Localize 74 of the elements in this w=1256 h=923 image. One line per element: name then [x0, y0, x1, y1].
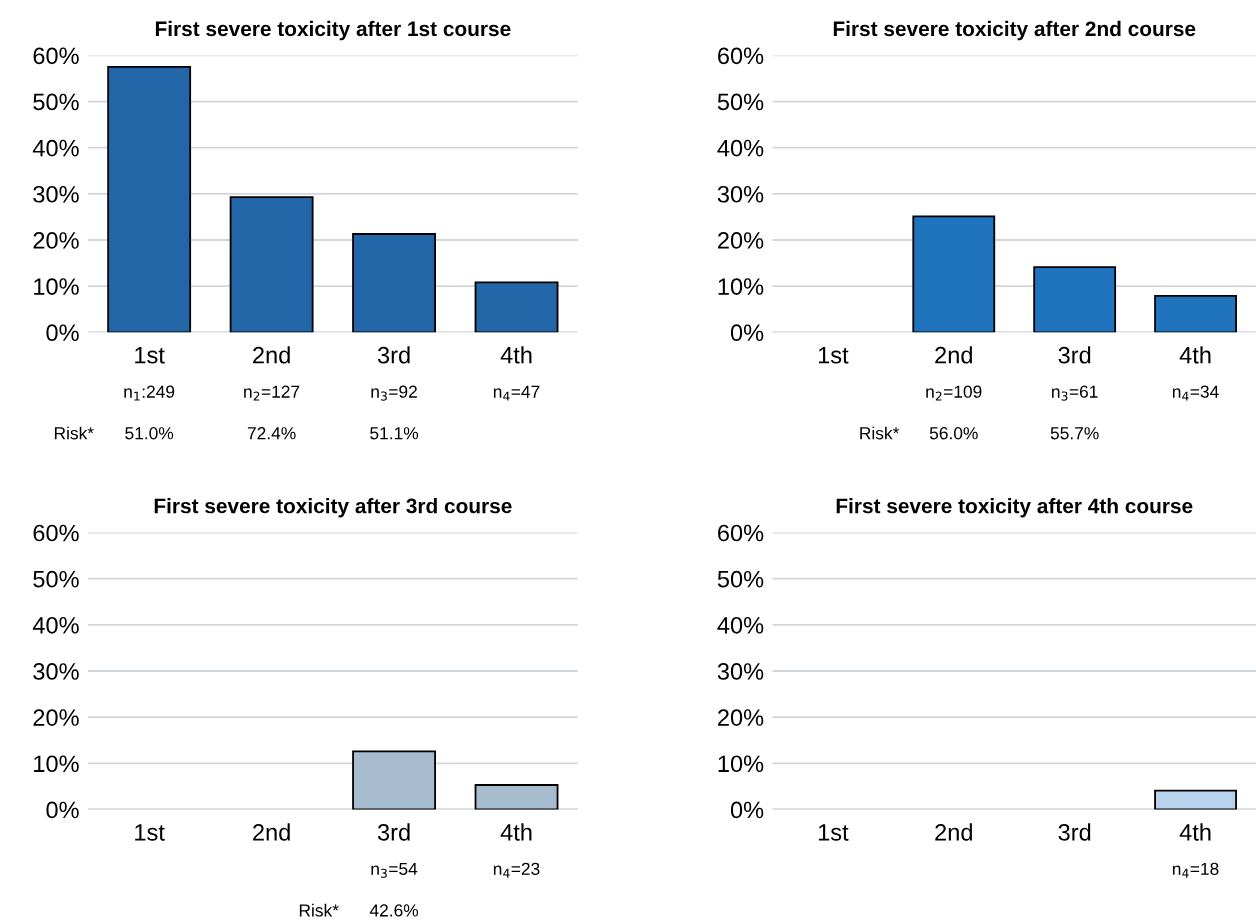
text: 56.0% [929, 427, 978, 440]
x-tick-label: 1st [818, 824, 849, 841]
text: n$_{4}$=23 [493, 862, 540, 878]
y-tick-label: 20% [718, 232, 764, 249]
x-tick-label: 3rd [377, 346, 410, 364]
x-tick-label: 4th [1179, 346, 1211, 364]
text: n$_{3}$=61 [1052, 385, 1098, 401]
text: n$_{3}$=92 [371, 385, 417, 401]
text: n$_{4}$=18 [1172, 862, 1219, 878]
bar [474, 281, 559, 333]
text: n$_{2}$=109 [926, 385, 982, 401]
y-tick-label: 30% [33, 663, 79, 680]
x-tick-label: 2nd [253, 823, 290, 841]
y-tick-label: 60% [33, 47, 79, 65]
y-tick-label: 50% [717, 93, 764, 111]
x-tick-label: 2nd [935, 823, 972, 841]
bar [1154, 294, 1237, 333]
text: 55.7% [1050, 427, 1099, 440]
chart-title: First severe toxicity after 3rd course [154, 498, 512, 518]
y-tick-label: 30% [33, 185, 79, 203]
y-tick-label: 0% [46, 801, 79, 819]
y-tick-label: 10% [34, 278, 79, 295]
x-tick-label: 3rd [1058, 823, 1091, 841]
chart-title: First severe toxicity after 1st course [155, 20, 511, 41]
y-tick-label: 40% [32, 616, 79, 634]
bar [912, 215, 996, 333]
y-tick-label: 50% [717, 570, 764, 588]
text: n$_{3}$=54 [371, 862, 418, 878]
text: n$_{4}$=47 [493, 385, 540, 401]
text: Risk* [860, 426, 900, 440]
y-tick-label: 0% [46, 324, 79, 342]
chart-title: First severe toxicity after 2nd course [833, 20, 1196, 41]
text: Risk* [299, 903, 339, 917]
text: 51.1% [370, 427, 419, 440]
text: 42.6% [369, 904, 419, 917]
text: n$_{2}$=127 [244, 385, 300, 401]
y-tick-label: 50% [33, 93, 79, 111]
y-tick-label: 20% [718, 709, 764, 726]
text: n$_{1}$:249 [124, 385, 175, 401]
y-tick-label: 30% [717, 663, 764, 680]
y-tick-label: 0% [730, 324, 764, 342]
x-tick-label: 4th [1179, 823, 1211, 841]
y-tick-label: 20% [33, 709, 79, 726]
y-tick-label: 60% [33, 524, 79, 542]
text: 72.4% [247, 427, 296, 440]
y-tick-label: 10% [718, 278, 764, 295]
y-tick-label: 40% [32, 139, 79, 157]
x-tick-label: 1st [135, 824, 165, 841]
text: Risk* [54, 426, 94, 440]
text: 51.0% [125, 427, 174, 440]
y-tick-label: 50% [33, 570, 79, 588]
x-tick-label: 1st [818, 347, 849, 364]
x-tick-label: 3rd [1058, 346, 1091, 364]
y-tick-label: 20% [33, 232, 79, 249]
text: n$_{4}$=34 [1172, 385, 1219, 401]
y-tick-label: 60% [718, 524, 764, 542]
bar [107, 66, 192, 333]
y-tick-label: 10% [34, 755, 79, 773]
y-tick-label: 0% [730, 801, 764, 819]
y-tick-label: 60% [718, 47, 764, 65]
x-tick-label: 4th [500, 346, 532, 364]
bar [352, 233, 436, 333]
chart-title: First severe toxicity after 4th course [836, 498, 1193, 518]
y-tick-label: 40% [717, 616, 764, 634]
y-tick-label: 40% [717, 139, 764, 157]
x-tick-label: 1st [135, 347, 165, 364]
bar [229, 196, 314, 333]
y-tick-label: 30% [717, 185, 764, 203]
x-tick-label: 3rd [377, 823, 410, 841]
x-tick-label: 2nd [253, 346, 290, 364]
bar [1033, 266, 1117, 333]
x-tick-label: 4th [500, 823, 532, 841]
x-tick-label: 2nd [935, 346, 972, 364]
y-tick-label: 10% [718, 755, 764, 773]
